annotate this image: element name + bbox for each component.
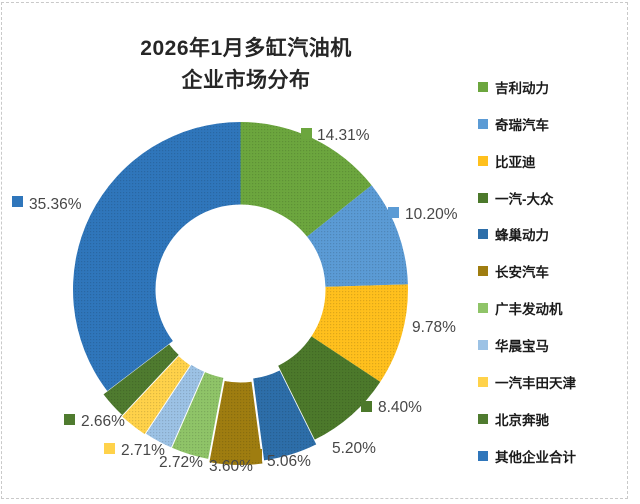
data-label-9: 2.66% bbox=[81, 413, 125, 430]
label-legend-key-8 bbox=[104, 443, 115, 454]
chart-title: 2026年1月多缸汽油机 企业市场分布 bbox=[36, 33, 456, 97]
legend-item-10-其他企业合计[interactable]: 其他企业合计 bbox=[478, 446, 576, 466]
data-label-0: 14.31% bbox=[317, 127, 370, 144]
slice-texture bbox=[172, 372, 224, 459]
legend-key-icon bbox=[478, 413, 488, 424]
legend-key-icon bbox=[478, 339, 488, 350]
label-legend-key-0 bbox=[301, 128, 312, 139]
legend-item-8-一汽丰田天津[interactable]: 一汽丰田天津 bbox=[478, 372, 576, 392]
legend-item-label: 北京奔驰 bbox=[495, 412, 549, 428]
data-label-3: 8.40% bbox=[378, 399, 422, 416]
chart-title-line-2: 企业市场分布 bbox=[181, 69, 311, 92]
slice-texture bbox=[307, 185, 408, 287]
legend-item-label: 蜂巢动力 bbox=[495, 228, 549, 244]
data-label-5: 5.06% bbox=[267, 453, 311, 470]
data-label-4: 5.20% bbox=[332, 440, 376, 457]
legend-key-icon bbox=[478, 376, 488, 387]
legend-item-label: 奇瑞汽车 bbox=[495, 117, 549, 133]
slice-texture bbox=[145, 364, 205, 448]
slice-texture bbox=[122, 356, 191, 435]
legend-item-label: 比亚迪 bbox=[495, 154, 536, 170]
data-label-8: 2.71% bbox=[121, 442, 165, 459]
legend-item-label: 长安汽车 bbox=[495, 265, 549, 281]
data-label-6: 3.60% bbox=[209, 458, 253, 475]
label-legend-key-9 bbox=[64, 414, 75, 425]
legend-key-icon bbox=[478, 229, 488, 240]
legend-item-9-北京奔驰[interactable]: 北京奔驰 bbox=[478, 409, 549, 429]
legend-item-label: 其他企业合计 bbox=[495, 449, 576, 465]
chart-title-line-1: 2026年1月多缸汽油机 bbox=[140, 37, 352, 60]
slice-texture bbox=[240, 122, 372, 237]
legend-item-3-一汽-大众[interactable]: 一汽-大众 bbox=[478, 188, 554, 208]
legend-key-icon bbox=[478, 155, 488, 166]
slice-texture bbox=[209, 381, 263, 465]
slice-texture bbox=[278, 336, 381, 440]
data-labels: 14.31% 10.20% 9.78% 8.40% 5.20% 5.06% 3.60% 2.7… bbox=[12, 127, 458, 475]
slice-texture bbox=[253, 370, 317, 461]
label-legend-key-5 bbox=[251, 449, 262, 460]
data-label-2: 9.78% bbox=[412, 319, 456, 336]
legend-key-icon bbox=[478, 118, 488, 129]
slice-texture bbox=[73, 122, 241, 391]
data-label-10: 35.36% bbox=[29, 196, 82, 213]
data-label-7: 2.72% bbox=[159, 454, 203, 471]
legend-key-icon bbox=[478, 192, 488, 203]
label-legend-key-10 bbox=[12, 196, 23, 207]
legend-key-icon bbox=[478, 303, 488, 314]
legend-item-6-广丰发动机[interactable]: 广丰发动机 bbox=[478, 298, 563, 318]
legend-key-icon bbox=[478, 450, 488, 461]
legend-item-2-比亚迪[interactable]: 比亚迪 bbox=[478, 151, 536, 171]
label-legend-key-1 bbox=[388, 207, 399, 218]
legend-key-icon bbox=[478, 266, 488, 277]
label-legend-key-3 bbox=[361, 401, 372, 412]
legend-key-icon bbox=[478, 82, 488, 92]
legend-item-label: 广丰发动机 bbox=[495, 302, 563, 318]
slice-texture bbox=[311, 284, 408, 382]
legend-item-0-吉利动力[interactable]: 吉利动力 bbox=[478, 77, 549, 97]
legend-item-4-蜂巢动力[interactable]: 蜂巢动力 bbox=[478, 224, 549, 244]
slice-texture bbox=[103, 344, 179, 416]
legend-item-5-长安汽车[interactable]: 长安汽车 bbox=[478, 261, 549, 281]
legend-item-label: 一汽丰田天津 bbox=[495, 375, 576, 391]
legend-item-label: 华晨宝马 bbox=[495, 338, 549, 354]
legend-item-label: 吉利动力 bbox=[495, 81, 549, 96]
legend-item-1-奇瑞汽车[interactable]: 奇瑞汽车 bbox=[478, 114, 549, 134]
data-label-1: 10.20% bbox=[405, 206, 458, 223]
legend-item-7-华晨宝马[interactable]: 华晨宝马 bbox=[478, 335, 549, 355]
legend-item-label: 一汽-大众 bbox=[495, 191, 554, 207]
